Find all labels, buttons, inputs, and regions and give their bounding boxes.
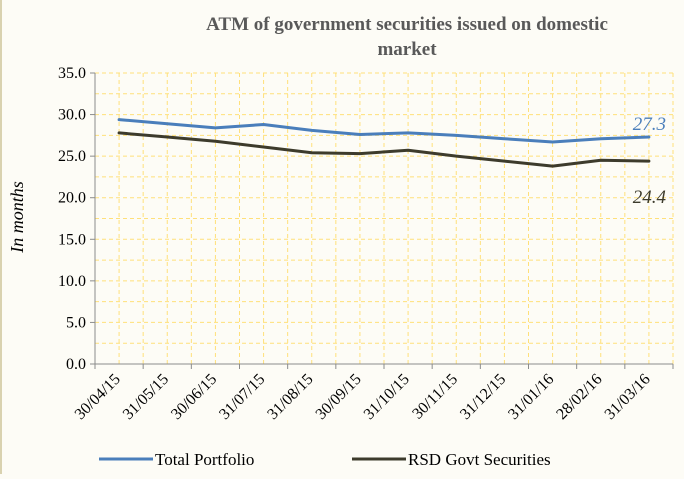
y-tick-label: 35.0 [58,65,86,82]
x-tick-label: 28/02/16 [553,371,605,423]
x-tick-label: 31/05/15 [120,371,172,423]
legend: Total Portfolio RSD Govt Securities [99,450,551,469]
x-tick-label: 31/07/15 [216,371,268,423]
x-tick-label: 30/09/15 [312,371,364,423]
chart-title-line-1: ATM of government securities issued on d… [206,14,608,35]
y-axis-title: In months [7,181,27,254]
y-tick-label: 20.0 [58,190,86,207]
series-line-rsd-govt-securities [117,131,651,168]
x-tick-label: 31/03/16 [601,371,653,423]
grid-layer [95,72,674,364]
y-tick-label: 30.0 [58,107,86,124]
y-tick-label: 25.0 [58,148,86,165]
chart-title-line-2: market [377,39,437,60]
x-tick-label: 30/04/15 [72,371,124,423]
x-tick-label: 30/06/15 [168,371,220,423]
label-layer: 27.3 24.4 [633,114,667,208]
end-value-label-rsd-govt-securities: 24.4 [633,187,667,208]
series-layer [117,118,651,168]
legend-label-total-portfolio: Total Portfolio [155,450,254,469]
x-tick-label: 31/01/16 [505,371,557,423]
y-tick-label: 0.0 [66,356,86,373]
x-tick-label: 31/08/15 [264,371,316,423]
axis-layer: 0.05.010.015.020.025.030.035.030/04/1531… [58,65,674,423]
y-tick-label: 10.0 [58,273,86,290]
series-line-total-portfolio [117,118,651,144]
x-tick-label: 31/12/15 [457,371,509,423]
end-value-label-total-portfolio: 27.3 [633,114,666,135]
x-tick-label: 31/10/15 [361,371,413,423]
x-tick-label: 30/11/15 [409,371,461,423]
legend-label-rsd-govt-securities: RSD Govt Securities [408,450,551,469]
y-tick-label: 5.0 [66,314,86,331]
y-tick-label: 15.0 [58,231,86,248]
